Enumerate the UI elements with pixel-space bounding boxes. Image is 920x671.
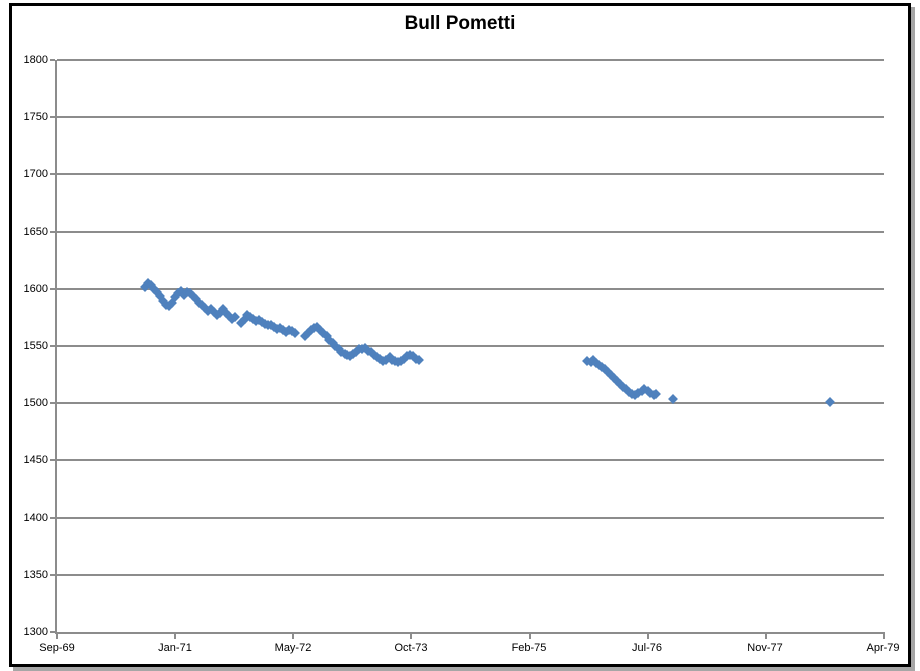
gridline xyxy=(57,402,884,405)
y-axis-tick xyxy=(50,59,55,61)
y-axis-tick-label: 1700 xyxy=(23,168,48,180)
x-axis-tick xyxy=(174,632,177,639)
gridline xyxy=(57,516,884,519)
x-axis-tick xyxy=(292,632,295,639)
gridline xyxy=(57,116,884,119)
x-axis-tick-label: Oct-73 xyxy=(394,642,428,654)
y-axis-tick-label: 1400 xyxy=(23,512,48,524)
x-axis-tick xyxy=(56,632,58,639)
gridline xyxy=(57,287,884,290)
y-axis-tick-label: 1500 xyxy=(23,397,48,409)
y-axis-tick xyxy=(50,345,55,347)
y-axis-tick-label: 1600 xyxy=(23,283,48,295)
gridline xyxy=(57,230,884,233)
x-axis-tick xyxy=(528,632,531,639)
x-axis-tick-label: Feb-75 xyxy=(511,642,547,654)
gridline xyxy=(57,573,884,576)
y-axis-tick xyxy=(50,402,55,405)
y-axis-tick-label: 1350 xyxy=(23,569,48,581)
gridline xyxy=(57,173,884,176)
y-axis-tick-label: 1750 xyxy=(23,111,48,123)
plot-area xyxy=(50,59,885,639)
y-axis-tick-label: 1450 xyxy=(23,454,48,466)
y-axis-tick-label: 1550 xyxy=(23,340,48,352)
y-axis-tick xyxy=(50,459,55,462)
x-axis-tick-label: Apr-79 xyxy=(866,642,900,654)
gridline xyxy=(57,459,884,462)
x-axis-tick xyxy=(410,632,413,639)
y-axis-tick xyxy=(50,116,55,119)
y-axis-tick-label: 1650 xyxy=(23,226,48,238)
x-axis-tick-label: Jan-71 xyxy=(158,642,192,654)
y-axis-tick-label: 1800 xyxy=(23,54,48,66)
y-axis-tick xyxy=(50,230,55,233)
y-axis-tick-label: 1300 xyxy=(23,626,48,638)
data-point-marker xyxy=(825,397,836,407)
chart-frame-border xyxy=(9,3,911,667)
data-point-marker xyxy=(290,328,301,339)
x-axis-tick-label: Jul-76 xyxy=(632,642,662,654)
x-axis-tick-label: Nov-77 xyxy=(747,642,783,654)
x-axis-tick xyxy=(764,632,767,639)
y-axis-tick xyxy=(50,516,55,519)
x-axis-tick-label: May-72 xyxy=(274,642,312,654)
gridline xyxy=(57,345,884,347)
chart-title: Bull Pometti xyxy=(404,13,516,34)
x-axis-tick-label: Sep-69 xyxy=(39,642,75,654)
y-axis-tick xyxy=(50,631,55,633)
gridline xyxy=(57,59,884,61)
x-axis-tick xyxy=(646,632,649,639)
x-axis-tick xyxy=(883,632,885,639)
y-axis-tick xyxy=(50,173,55,176)
y-axis-tick xyxy=(50,287,55,290)
y-axis-tick xyxy=(50,573,55,576)
